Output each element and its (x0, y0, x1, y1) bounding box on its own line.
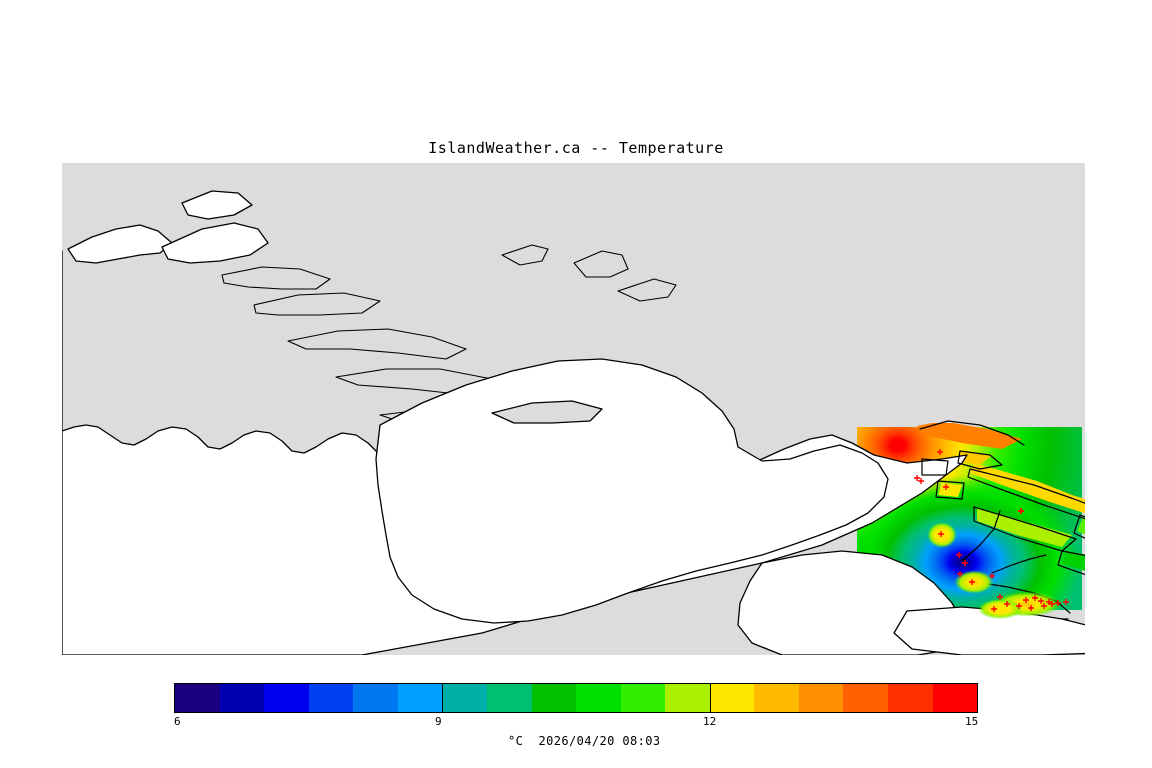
colorbar-label-9: 9 (435, 715, 442, 728)
colorbar-band-5 (397, 684, 443, 712)
colorbar-label-15: 15 (965, 715, 979, 728)
colorbar-band-10 (620, 684, 666, 712)
nw-inlet-1 (67, 224, 173, 264)
fjord-c (287, 328, 467, 360)
colorbar-band-8 (531, 684, 577, 712)
nw-islet (181, 190, 253, 220)
fjord-a (221, 266, 331, 290)
colorbar-band-16 (888, 684, 933, 712)
map-panel[interactable] (62, 163, 1085, 655)
colorbar-label-6: 6 (174, 715, 181, 728)
colorbar-band-17 (932, 684, 978, 712)
fjord-b (253, 292, 381, 316)
colorbar[interactable]: 6 9 12 15 (174, 683, 986, 728)
colorbar-band-9 (576, 684, 621, 712)
inland-lake-1 (573, 250, 629, 278)
colorbar-bands[interactable] (174, 683, 978, 713)
colorbar-band-2 (264, 684, 309, 712)
inland-lake-3 (617, 278, 677, 302)
colorbar-label-12: 12 (703, 715, 717, 728)
nw-inlet-2 (161, 222, 269, 264)
colorbar-shadow (182, 713, 986, 721)
central-island (375, 358, 889, 624)
colorbar-band-14 (798, 684, 844, 712)
inland-lake-2 (501, 244, 549, 266)
page-title: IslandWeather.ca -- Temperature (428, 139, 724, 157)
island-temperature-overlay (917, 423, 1085, 575)
map-canvas[interactable] (62, 163, 1085, 655)
central-channel (491, 400, 603, 424)
colorbar-band-11 (665, 684, 710, 712)
colorbar-band-13 (754, 684, 799, 712)
colorbar-band-1 (219, 684, 265, 712)
colorbar-band-6 (442, 684, 487, 712)
colorbar-units-timestamp: °C 2026/04/20 08:03 (508, 734, 661, 748)
colorbar-band-4 (353, 684, 398, 712)
colorbar-band-7 (486, 684, 532, 712)
colorbar-band-0 (175, 684, 220, 712)
colorbar-band-12 (709, 684, 755, 712)
colorbar-band-3 (308, 684, 354, 712)
coastline-layer (62, 190, 1085, 655)
colorbar-band-15 (843, 684, 888, 712)
local-warm-spots (927, 522, 1061, 619)
